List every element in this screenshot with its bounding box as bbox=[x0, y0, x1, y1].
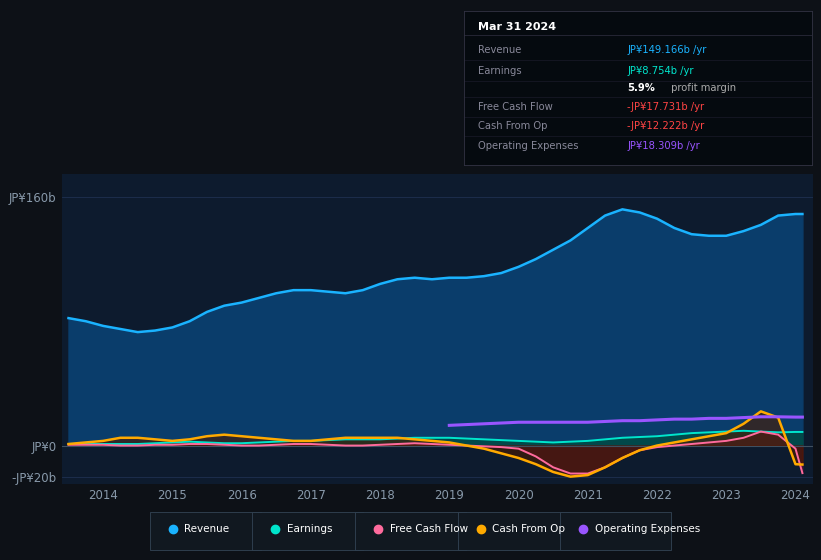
Text: Earnings: Earnings bbox=[287, 524, 333, 534]
FancyBboxPatch shape bbox=[149, 512, 261, 550]
Text: -JP¥12.222b /yr: -JP¥12.222b /yr bbox=[627, 122, 704, 131]
Text: Operating Expenses: Operating Expenses bbox=[594, 524, 700, 534]
Text: JP¥149.166b /yr: JP¥149.166b /yr bbox=[627, 45, 707, 55]
Text: Cash From Op: Cash From Op bbox=[478, 122, 547, 131]
Text: Earnings: Earnings bbox=[478, 66, 521, 76]
Text: Free Cash Flow: Free Cash Flow bbox=[389, 524, 468, 534]
Text: JP¥8.754b /yr: JP¥8.754b /yr bbox=[627, 66, 694, 76]
Text: Mar 31 2024: Mar 31 2024 bbox=[478, 22, 556, 32]
Text: Revenue: Revenue bbox=[478, 45, 521, 55]
Text: -JP¥17.731b /yr: -JP¥17.731b /yr bbox=[627, 102, 704, 112]
Text: JP¥18.309b /yr: JP¥18.309b /yr bbox=[627, 141, 700, 151]
FancyBboxPatch shape bbox=[355, 512, 466, 550]
FancyBboxPatch shape bbox=[252, 512, 363, 550]
Text: Free Cash Flow: Free Cash Flow bbox=[478, 102, 553, 112]
Text: profit margin: profit margin bbox=[667, 83, 736, 93]
FancyBboxPatch shape bbox=[458, 512, 568, 550]
FancyBboxPatch shape bbox=[560, 512, 672, 550]
Text: Cash From Op: Cash From Op bbox=[493, 524, 565, 534]
Text: 5.9%: 5.9% bbox=[627, 83, 655, 93]
Text: Operating Expenses: Operating Expenses bbox=[478, 141, 578, 151]
Text: Revenue: Revenue bbox=[184, 524, 229, 534]
